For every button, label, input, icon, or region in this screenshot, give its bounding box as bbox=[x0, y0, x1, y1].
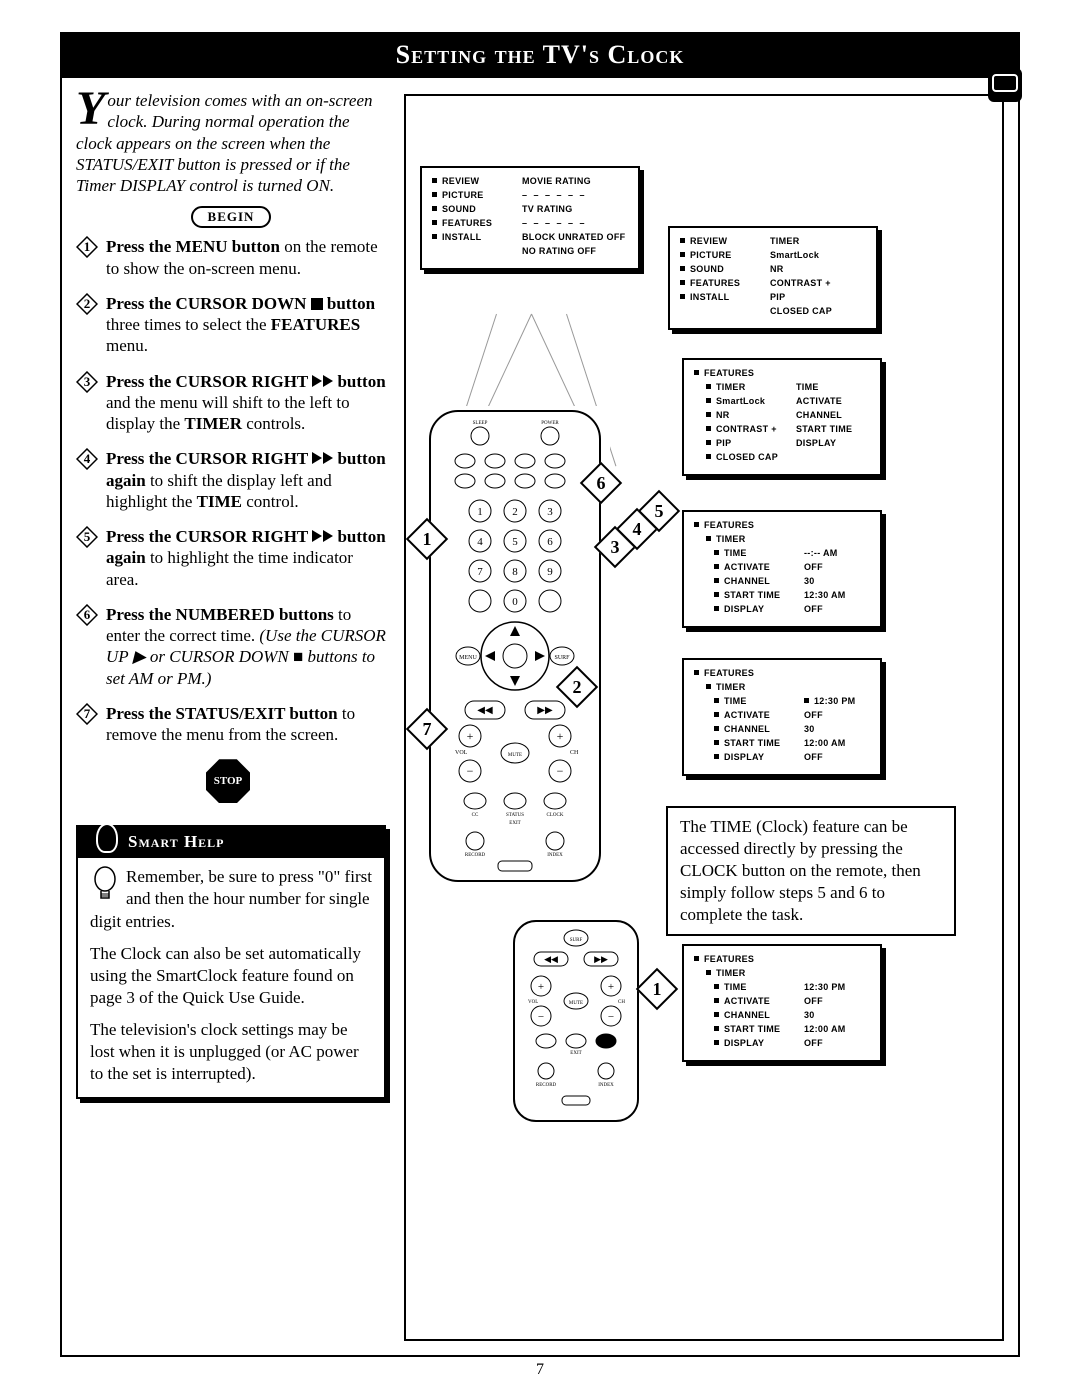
svg-text:0: 0 bbox=[512, 596, 518, 608]
svg-text:◀◀: ◀◀ bbox=[477, 705, 493, 716]
svg-text:7: 7 bbox=[477, 566, 483, 578]
svg-text:MUTE: MUTE bbox=[508, 753, 522, 758]
svg-text:◀◀: ◀◀ bbox=[544, 954, 558, 964]
svg-text:EXIT: EXIT bbox=[509, 821, 520, 826]
remote-control-small: SURF ◀◀ ▶▶ + + − − MUTE VOL CH EXIT RECOR… bbox=[506, 916, 646, 1126]
smart-help-p3: The television's clock settings may be l… bbox=[90, 1019, 374, 1085]
svg-text:5: 5 bbox=[84, 529, 91, 544]
dropcap: Y bbox=[76, 90, 107, 128]
diagram-column: SLEEP POWER 1 2 3 4 5 6 7 8 9 bbox=[404, 94, 1004, 1341]
cursor-down-icon bbox=[311, 298, 323, 310]
smart-help-p1: Remember, be sure to press "0" first and… bbox=[90, 866, 374, 932]
svg-text:RECORD: RECORD bbox=[536, 1083, 557, 1088]
svg-text:INDEX: INDEX bbox=[598, 1083, 614, 1088]
step-number-icon: 1 bbox=[76, 236, 98, 258]
smart-help-body: Remember, be sure to press "0" first and… bbox=[78, 858, 384, 1097]
svg-text:6: 6 bbox=[84, 607, 91, 622]
step-number-icon: 3 bbox=[76, 371, 98, 393]
svg-text:MUTE: MUTE bbox=[569, 1001, 583, 1006]
step-number-icon: 6 bbox=[76, 604, 98, 626]
osd-menu-m5: FEATURESTIMERTIME12:30 PMACTIVATEOFFCHAN… bbox=[682, 658, 882, 776]
osd-menu-m2: REVIEWTIMERPICTURESmartLockSOUNDNRFEATUR… bbox=[668, 226, 878, 330]
page-frame: Setting the TV's Clock Your television c… bbox=[60, 32, 1020, 1357]
svg-text:4: 4 bbox=[84, 451, 91, 466]
step-3: 3Press the CURSOR RIGHT button and the m… bbox=[76, 371, 386, 435]
svg-text:VOL: VOL bbox=[528, 1000, 538, 1005]
svg-text:SURF: SURF bbox=[570, 938, 583, 943]
svg-text:POWER: POWER bbox=[541, 421, 559, 426]
svg-text:+: + bbox=[467, 729, 474, 743]
svg-text:RECORD: RECORD bbox=[465, 853, 486, 858]
svg-text:−: − bbox=[467, 764, 474, 778]
cursor-right-icon bbox=[312, 527, 333, 546]
svg-text:+: + bbox=[557, 729, 564, 743]
svg-text:5: 5 bbox=[512, 536, 518, 548]
intro-text: Your television comes with an on-screen … bbox=[76, 90, 386, 196]
svg-text:EXIT: EXIT bbox=[570, 1051, 581, 1056]
step-4: 4Press the CURSOR RIGHT button again to … bbox=[76, 448, 386, 512]
svg-text:8: 8 bbox=[512, 566, 518, 578]
svg-text:CC: CC bbox=[472, 813, 479, 818]
svg-text:CLOCK: CLOCK bbox=[547, 813, 564, 818]
step-number-icon: 2 bbox=[76, 293, 98, 315]
page-number: 7 bbox=[536, 1361, 544, 1379]
instructions-column: Your television comes with an on-screen … bbox=[76, 90, 386, 1099]
svg-text:−: − bbox=[557, 764, 564, 778]
svg-text:▶▶: ▶▶ bbox=[537, 705, 553, 716]
osd-menu-m3: FEATURESTIMERTIMESmartLockACTIVATENRCHAN… bbox=[682, 358, 882, 476]
svg-text:CH: CH bbox=[570, 750, 579, 756]
step-5: 5Press the CURSOR RIGHT button again to … bbox=[76, 526, 386, 590]
svg-text:MENU: MENU bbox=[459, 655, 477, 661]
step-7: 7Press the STATUS/EXIT button to remove … bbox=[76, 703, 386, 746]
page-title: Setting the TV's Clock bbox=[62, 34, 1018, 78]
begin-badge: BEGIN bbox=[191, 206, 271, 228]
svg-text:1: 1 bbox=[84, 239, 91, 254]
step-number-icon: 7 bbox=[76, 703, 98, 725]
step-1: 1Press the MENU button on the remote to … bbox=[76, 236, 386, 279]
svg-text:2: 2 bbox=[84, 296, 91, 311]
svg-text:SLEEP: SLEEP bbox=[473, 421, 488, 426]
smart-help-p2: The Clock can also be set automatically … bbox=[90, 943, 374, 1009]
step-number-icon: 4 bbox=[76, 448, 98, 470]
svg-text:−: − bbox=[538, 1011, 544, 1023]
lightbulb-icon bbox=[90, 866, 120, 904]
svg-text:CH: CH bbox=[618, 1000, 625, 1005]
step-2: 2Press the CURSOR DOWN button three time… bbox=[76, 293, 386, 357]
svg-text:−: − bbox=[608, 1011, 614, 1023]
svg-text:9: 9 bbox=[547, 566, 553, 578]
osd-menu-m4: FEATURESTIMERTIME--:-- AMACTIVATEOFFCHAN… bbox=[682, 510, 882, 628]
svg-text:4: 4 bbox=[477, 536, 483, 548]
svg-text:+: + bbox=[608, 981, 614, 993]
svg-text:STATUS: STATUS bbox=[506, 813, 524, 818]
stop-badge: STOP bbox=[206, 759, 250, 803]
smart-help-box: Smart Help Remember, be sure to press "0… bbox=[76, 825, 386, 1099]
svg-text:VOL: VOL bbox=[455, 750, 468, 756]
svg-text:+: + bbox=[538, 981, 544, 993]
svg-text:INDEX: INDEX bbox=[547, 853, 563, 858]
svg-text:1: 1 bbox=[477, 506, 483, 518]
step-number-icon: 5 bbox=[76, 526, 98, 548]
osd-menu-m1: REVIEWMOVIE RATINGPICTURE– – – – – –SOUN… bbox=[420, 166, 640, 270]
svg-text:3: 3 bbox=[547, 506, 553, 518]
smart-help-header: Smart Help bbox=[78, 827, 384, 858]
cursor-right-icon bbox=[312, 449, 333, 468]
remote-control-large: SLEEP POWER 1 2 3 4 5 6 7 8 9 bbox=[420, 406, 610, 886]
svg-text:6: 6 bbox=[547, 536, 553, 548]
tip-box: The TIME (Clock) feature can be accessed… bbox=[666, 806, 956, 936]
step-6: 6Press the NUMBERED buttons to enter the… bbox=[76, 604, 386, 689]
cursor-right-icon bbox=[312, 372, 333, 391]
svg-text:7: 7 bbox=[84, 706, 91, 721]
svg-text:3: 3 bbox=[84, 374, 91, 389]
svg-text:SURF: SURF bbox=[554, 655, 570, 661]
osd-menu-m6: FEATURESTIMERTIME12:30 PMACTIVATEOFFCHAN… bbox=[682, 944, 882, 1062]
svg-text:2: 2 bbox=[512, 506, 518, 518]
svg-text:▶▶: ▶▶ bbox=[594, 954, 608, 964]
